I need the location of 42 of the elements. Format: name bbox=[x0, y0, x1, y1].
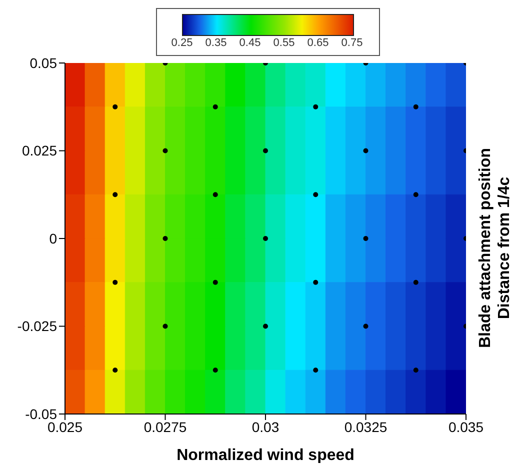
colorbar: 0.25 0.35 0.45 0.55 0.65 0.75 bbox=[156, 8, 380, 56]
y-tick-label: 0.025 bbox=[22, 142, 58, 159]
x-tick-label: 0.0275 bbox=[144, 418, 187, 435]
point bbox=[212, 104, 218, 110]
color-bar-label: 0.75 bbox=[340, 37, 364, 49]
point bbox=[313, 280, 318, 285]
color-bar-label: 0.35 bbox=[204, 37, 228, 49]
point bbox=[363, 324, 368, 329]
point bbox=[363, 236, 368, 241]
point bbox=[162, 148, 168, 154]
point bbox=[112, 192, 118, 198]
x-tick-label: 0.03 bbox=[252, 418, 280, 435]
x-axis-title: Normalized wind speed bbox=[176, 447, 354, 464]
point bbox=[112, 280, 118, 285]
point bbox=[212, 368, 218, 373]
point bbox=[413, 280, 418, 285]
y-tick-label: 0 bbox=[49, 230, 58, 246]
x-tick-label: 0.0325 bbox=[344, 418, 388, 435]
point bbox=[162, 324, 168, 329]
y-tick-label: 0.05 bbox=[30, 54, 58, 71]
y-tick-label: -0.025 bbox=[17, 318, 58, 334]
point bbox=[413, 192, 418, 198]
point bbox=[263, 324, 268, 329]
point bbox=[263, 236, 268, 241]
point bbox=[112, 368, 118, 373]
point bbox=[212, 192, 218, 198]
y-axis-title: Blade attachment position Distance from 1/4c bbox=[476, 148, 514, 348]
point bbox=[313, 368, 318, 373]
color-bar-label: 0.45 bbox=[238, 37, 262, 49]
point bbox=[112, 104, 118, 110]
point bbox=[413, 368, 418, 373]
point bbox=[162, 236, 168, 241]
color-bar-label: 0.55 bbox=[272, 37, 296, 49]
point bbox=[313, 192, 318, 198]
x-tick-label: 0.035 bbox=[448, 418, 484, 435]
point bbox=[263, 148, 268, 154]
color-bar-label: 0.65 bbox=[306, 37, 330, 49]
point bbox=[212, 280, 218, 285]
point bbox=[413, 104, 418, 110]
color-bar-label: 0.25 bbox=[170, 37, 194, 49]
point bbox=[313, 104, 318, 110]
point bbox=[363, 148, 368, 154]
